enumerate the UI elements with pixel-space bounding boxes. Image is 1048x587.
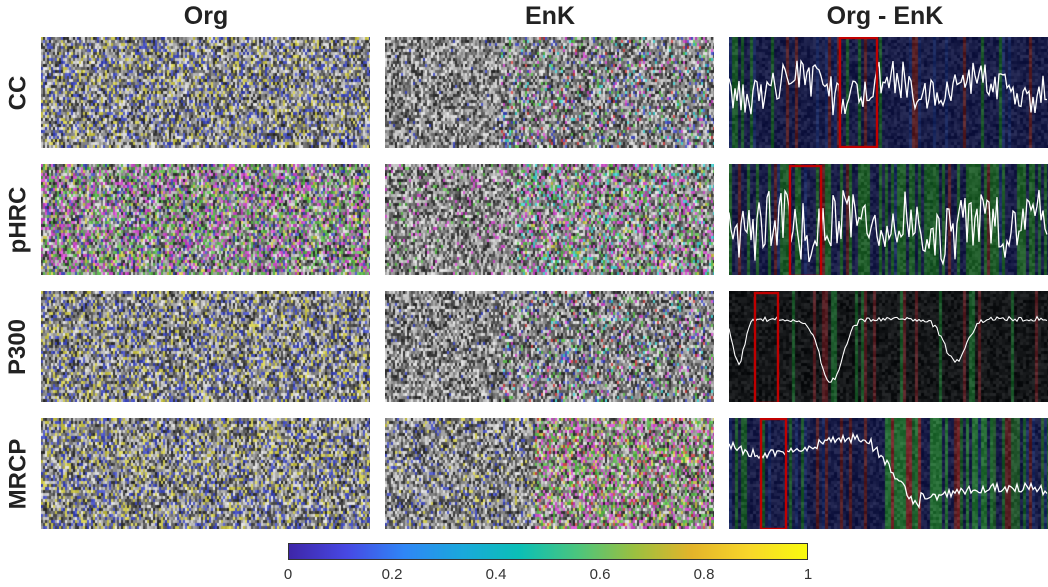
enk-panel-phrc bbox=[385, 164, 714, 275]
colorbar-tick-label: 0.4 bbox=[485, 566, 507, 583]
difference-trace-mrcp bbox=[729, 431, 1048, 510]
column-title-enk: EnK bbox=[525, 2, 575, 30]
highlight-window-p300 bbox=[753, 291, 780, 402]
difference-heatmap-cc bbox=[729, 37, 1048, 148]
difference-trace-cc bbox=[729, 59, 1047, 116]
difference-heatmap-mrcp bbox=[729, 418, 1048, 529]
column-title-org: Org bbox=[183, 2, 229, 30]
colorbar-tick-label: 0 bbox=[283, 566, 293, 583]
colorbar-tick-label: 0.2 bbox=[381, 566, 403, 583]
row-label-mrcp: MRCP bbox=[4, 438, 32, 510]
highlight-window-cc bbox=[838, 37, 879, 148]
colorbar-tick-label: 1 bbox=[803, 566, 813, 583]
enk-panel-mrcp bbox=[385, 418, 714, 529]
colorbar-tick-label: 0.6 bbox=[589, 566, 611, 583]
row-label-cc: CC bbox=[3, 75, 31, 111]
difference-trace-p300 bbox=[729, 315, 1048, 383]
column-title-difference: Org - EnK bbox=[826, 2, 944, 30]
enk-panel-p300 bbox=[385, 291, 714, 402]
colorbar-tick-label: 0.8 bbox=[693, 566, 715, 583]
difference-panel-phrc bbox=[729, 164, 1048, 275]
org-panel-p300 bbox=[41, 291, 370, 402]
colorbar bbox=[288, 543, 808, 560]
highlight-window-phrc bbox=[788, 164, 823, 275]
difference-trace-phrc bbox=[729, 188, 1048, 267]
org-panel-mrcp bbox=[41, 418, 370, 529]
difference-heatmap-p300 bbox=[729, 291, 1048, 402]
org-panel-phrc bbox=[41, 164, 370, 275]
org-panel-cc bbox=[41, 37, 370, 148]
difference-panel-cc bbox=[729, 37, 1048, 148]
row-label-p300: P300 bbox=[4, 318, 31, 376]
highlight-window-mrcp bbox=[759, 418, 788, 529]
enk-panel-cc bbox=[385, 37, 714, 148]
row-label-phrc: pHRC bbox=[4, 186, 31, 254]
difference-panel-mrcp bbox=[729, 418, 1048, 529]
difference-panel-p300 bbox=[729, 291, 1048, 402]
